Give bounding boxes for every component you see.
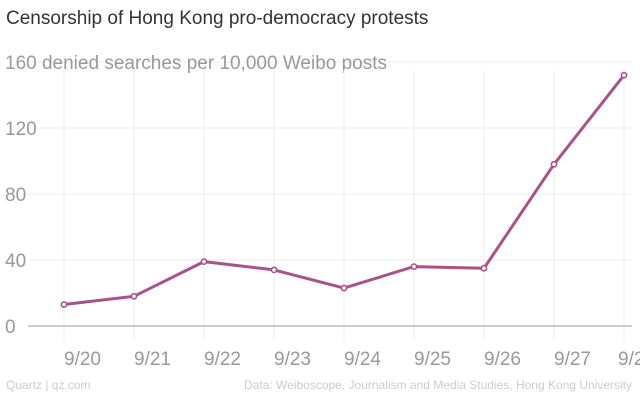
data-point	[550, 160, 558, 168]
data-point	[620, 71, 628, 79]
y-tick-label: 160 denied searches per 10,000 Weibo pos…	[5, 53, 387, 74]
x-tick-label: 9/26	[484, 349, 521, 370]
x-tick-label: 9/22	[204, 349, 241, 370]
x-tick-label: 9/24	[344, 349, 381, 370]
footer-source-left: Quartz | qz.com	[6, 378, 91, 392]
data-point	[60, 301, 68, 308]
data-point	[340, 284, 348, 292]
x-tick-label: 9/27	[554, 349, 591, 370]
y-tick-label: 0	[5, 317, 16, 338]
footer-source-right: Data: Weiboscope, Journalism and Media S…	[244, 378, 632, 392]
x-tick-label: 9/21	[134, 349, 171, 370]
x-tick-label: 9/23	[274, 349, 311, 370]
data-point	[270, 266, 278, 274]
y-tick-label: 120	[5, 119, 37, 140]
data-point	[410, 263, 418, 270]
data-point	[200, 258, 208, 266]
chart-title: Censorship of Hong Kong pro-democracy pr…	[6, 8, 429, 29]
x-tick-label: 9/28	[618, 349, 640, 370]
x-tick-label: 9/25	[414, 349, 451, 370]
y-tick-label: 40	[5, 251, 26, 272]
y-tick-label: 80	[5, 185, 26, 206]
data-point	[130, 292, 138, 300]
x-tick-label: 9/20	[64, 349, 101, 370]
data-point	[480, 264, 488, 272]
